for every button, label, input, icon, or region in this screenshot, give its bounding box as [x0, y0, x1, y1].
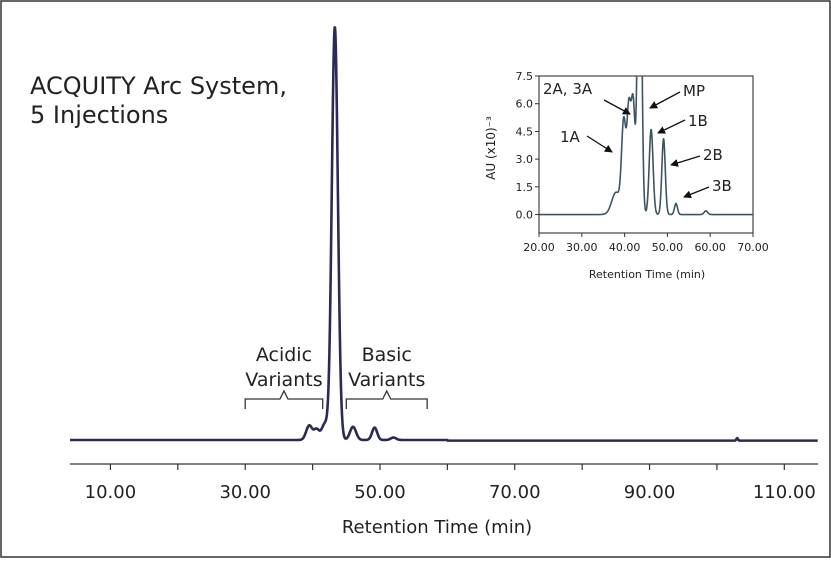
inset-x-tick-label: 40.00	[609, 241, 641, 254]
peak-arrow	[586, 135, 613, 153]
variant-bracket	[345, 389, 428, 409]
inset-y-tick-label: 0.0	[516, 209, 534, 222]
main-x-axis: 10.00 30.00 50.00 70.00 90.00 110.00	[70, 463, 818, 503]
inset-peak-label: 2B	[703, 146, 723, 164]
peak-arrow	[657, 119, 686, 134]
main-x-tick-label: 50.00	[354, 482, 406, 503]
variant-label: Variants	[348, 369, 425, 391]
peak-arrow	[670, 155, 701, 167]
inset-peak-labels: 1A 2A, 3A MP 1B 2B 3B	[543, 80, 732, 199]
inset-chromatogram: 20.00 30.00 40.00 50.00 60.00 70.00 0.0 1.5 3.0 4…	[484, 70, 769, 281]
inset-x-tick-label: 60.00	[694, 241, 726, 254]
variant-annotations: Acidic Variants Basic Variants	[244, 344, 428, 409]
main-x-tick-label: 70.00	[489, 482, 541, 503]
main-x-tick-label: 110.00	[753, 482, 816, 503]
variant-label: Basic	[362, 344, 412, 366]
inset-peak-label: 2A, 3A	[543, 80, 593, 98]
inset-peak-label: 3B	[712, 177, 732, 195]
inset-y-tick-label: 1.5	[516, 181, 534, 194]
variant-bracket	[244, 389, 324, 409]
inset-peak-label: MP	[683, 82, 705, 100]
inset-x-tick-label: 50.00	[652, 241, 684, 254]
inset-peak-label: 1A	[560, 128, 581, 146]
main-chromatogram	[68, 26, 819, 442]
peak-arrow	[649, 91, 681, 109]
inset-y-tick-label: 3.0	[516, 153, 534, 166]
variant-label: Variants	[245, 369, 322, 391]
main-x-tick-label: 10.00	[85, 482, 137, 503]
inset-peak-label: 1B	[688, 112, 708, 130]
inset-trace	[539, 76, 753, 216]
peak-arrow	[683, 186, 710, 199]
variant-label: Acidic	[256, 344, 312, 366]
main-x-tick-label: 90.00	[624, 482, 676, 503]
inset-y-axis-label: AU (x10)⁻³	[484, 116, 498, 180]
inset-series-line	[539, 76, 753, 216]
inset-y-tick-label: 4.5	[516, 125, 534, 138]
main-x-tick-label: 30.00	[219, 482, 271, 503]
chart-title-line-1: ACQUITY Arc System,	[30, 72, 287, 100]
main-x-axis-label: Retention Time (min)	[342, 517, 532, 538]
inset-x-tick-label: 70.00	[737, 241, 769, 254]
main-series-line	[68, 26, 819, 442]
inset-y-tick-label: 7.5	[516, 70, 534, 83]
peak-arrow	[603, 99, 631, 115]
inset-x-axis-label: Retention Time (min)	[589, 268, 705, 281]
inset-axes: 20.00 30.00 40.00 50.00 60.00 70.00 0.0 1.5 3.0 4…	[516, 70, 769, 254]
inset-x-tick-label: 30.00	[566, 241, 598, 254]
inset-plot-frame	[538, 75, 754, 234]
inset-x-tick-label: 20.00	[523, 241, 555, 254]
chart-title-line-2: 5 Injections	[30, 101, 168, 129]
inset-y-tick-label: 6.0	[516, 98, 534, 111]
